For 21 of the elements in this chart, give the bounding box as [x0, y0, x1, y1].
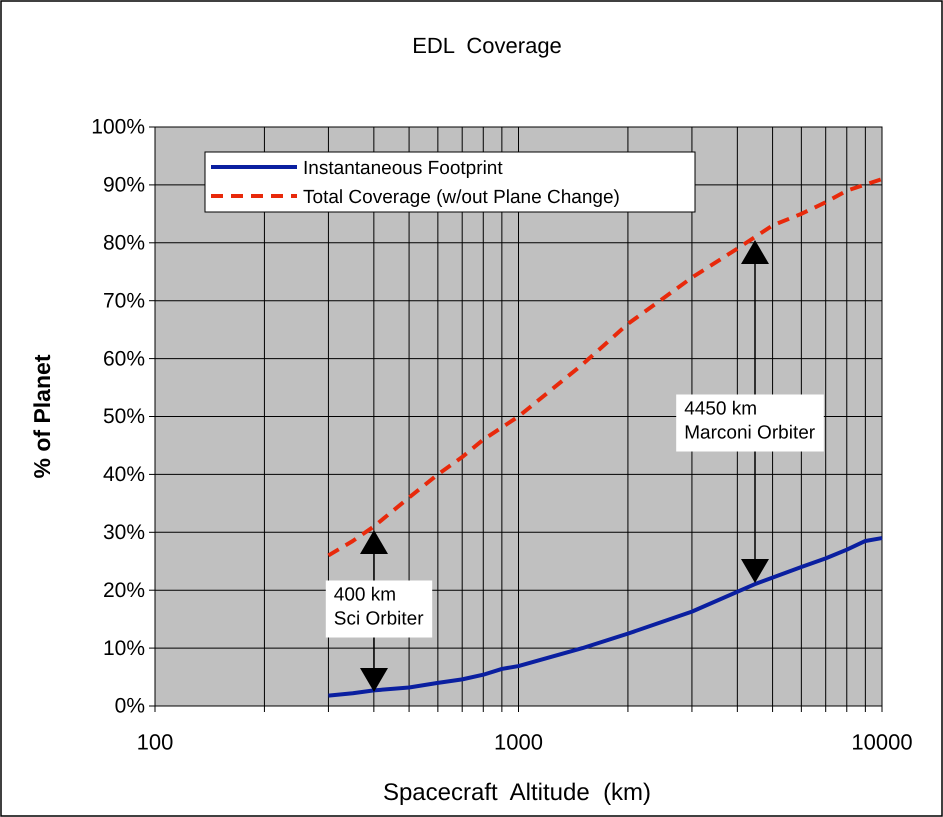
y-axis-title: % of Planet	[29, 354, 55, 478]
x-tick-label: 10000	[851, 730, 913, 755]
annotation: 4450 km Marconi Orbiter	[684, 398, 816, 444]
x-axis-title: Spacecraft Altitude (km)	[382, 779, 652, 806]
y-tick-label: 20%	[102, 578, 145, 602]
legend-label: Instantaneous Footprint	[303, 158, 504, 179]
y-tick-label: 100%	[91, 116, 145, 139]
y-tick-label: 90%	[102, 174, 145, 197]
y-tick-label: 40%	[102, 463, 145, 486]
legend-label: Total Coverage (w/out Plane Change)	[303, 187, 620, 208]
y-tick-label: 50%	[102, 405, 145, 428]
y-tick-label: 0%	[114, 694, 145, 718]
y-tick-label: 80%	[102, 232, 145, 255]
y-tick-label: 70%	[102, 289, 145, 312]
y-tick-label: 10%	[102, 636, 145, 660]
y-tick-label: 60%	[102, 347, 145, 370]
y-tick-label: 30%	[102, 521, 145, 544]
x-tick-label: 1000	[494, 730, 543, 755]
annotation: 400 km Sci Orbiter	[334, 584, 424, 630]
chart-title: EDL Coverage	[412, 33, 562, 58]
x-tick-label: 100	[136, 730, 174, 755]
